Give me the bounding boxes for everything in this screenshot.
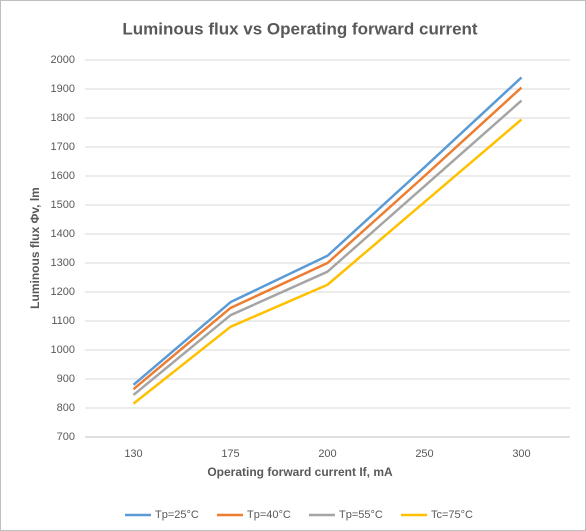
y-tick-label: 900 <box>57 373 75 385</box>
x-tick-label: 250 <box>415 448 433 460</box>
y-tick-label: 1000 <box>51 344 75 356</box>
y-axis-title: Luminous flux Φv, lm <box>28 187 42 309</box>
y-tick-label: 1100 <box>51 315 75 327</box>
y-tick-label: 1600 <box>51 170 75 182</box>
y-tick-label: 1200 <box>51 286 75 298</box>
y-tick-label: 1500 <box>51 199 75 211</box>
series-line <box>132 76 523 386</box>
y-tick-label: 800 <box>57 402 75 414</box>
chart-title: Luminous flux vs Operating forward curre… <box>122 19 477 38</box>
x-axis-title: Operating forward current If, mA <box>207 465 393 479</box>
y-tick-label: 2000 <box>51 54 75 66</box>
y-tick-label: 1400 <box>51 228 75 240</box>
x-tick-label: 300 <box>512 448 530 460</box>
y-tick-label: 1700 <box>51 141 75 153</box>
x-tick-label: 200 <box>318 448 336 460</box>
x-tick-label: 175 <box>221 448 239 460</box>
series-line <box>132 86 523 391</box>
legend-label: Tp=55°C <box>339 509 383 521</box>
series-line <box>132 118 523 405</box>
y-tick-label: 1300 <box>51 257 75 269</box>
y-tick-label: 1900 <box>51 83 75 95</box>
y-tick-label: 700 <box>57 431 75 443</box>
legend-label: Tp=40°C <box>247 509 291 521</box>
legend-label: Tp=25°C <box>155 509 199 521</box>
x-tick-label: 130 <box>124 448 142 460</box>
legend-label: Tc=75°C <box>431 509 473 521</box>
y-tick-label: 1800 <box>51 112 75 124</box>
series-line <box>132 99 523 396</box>
